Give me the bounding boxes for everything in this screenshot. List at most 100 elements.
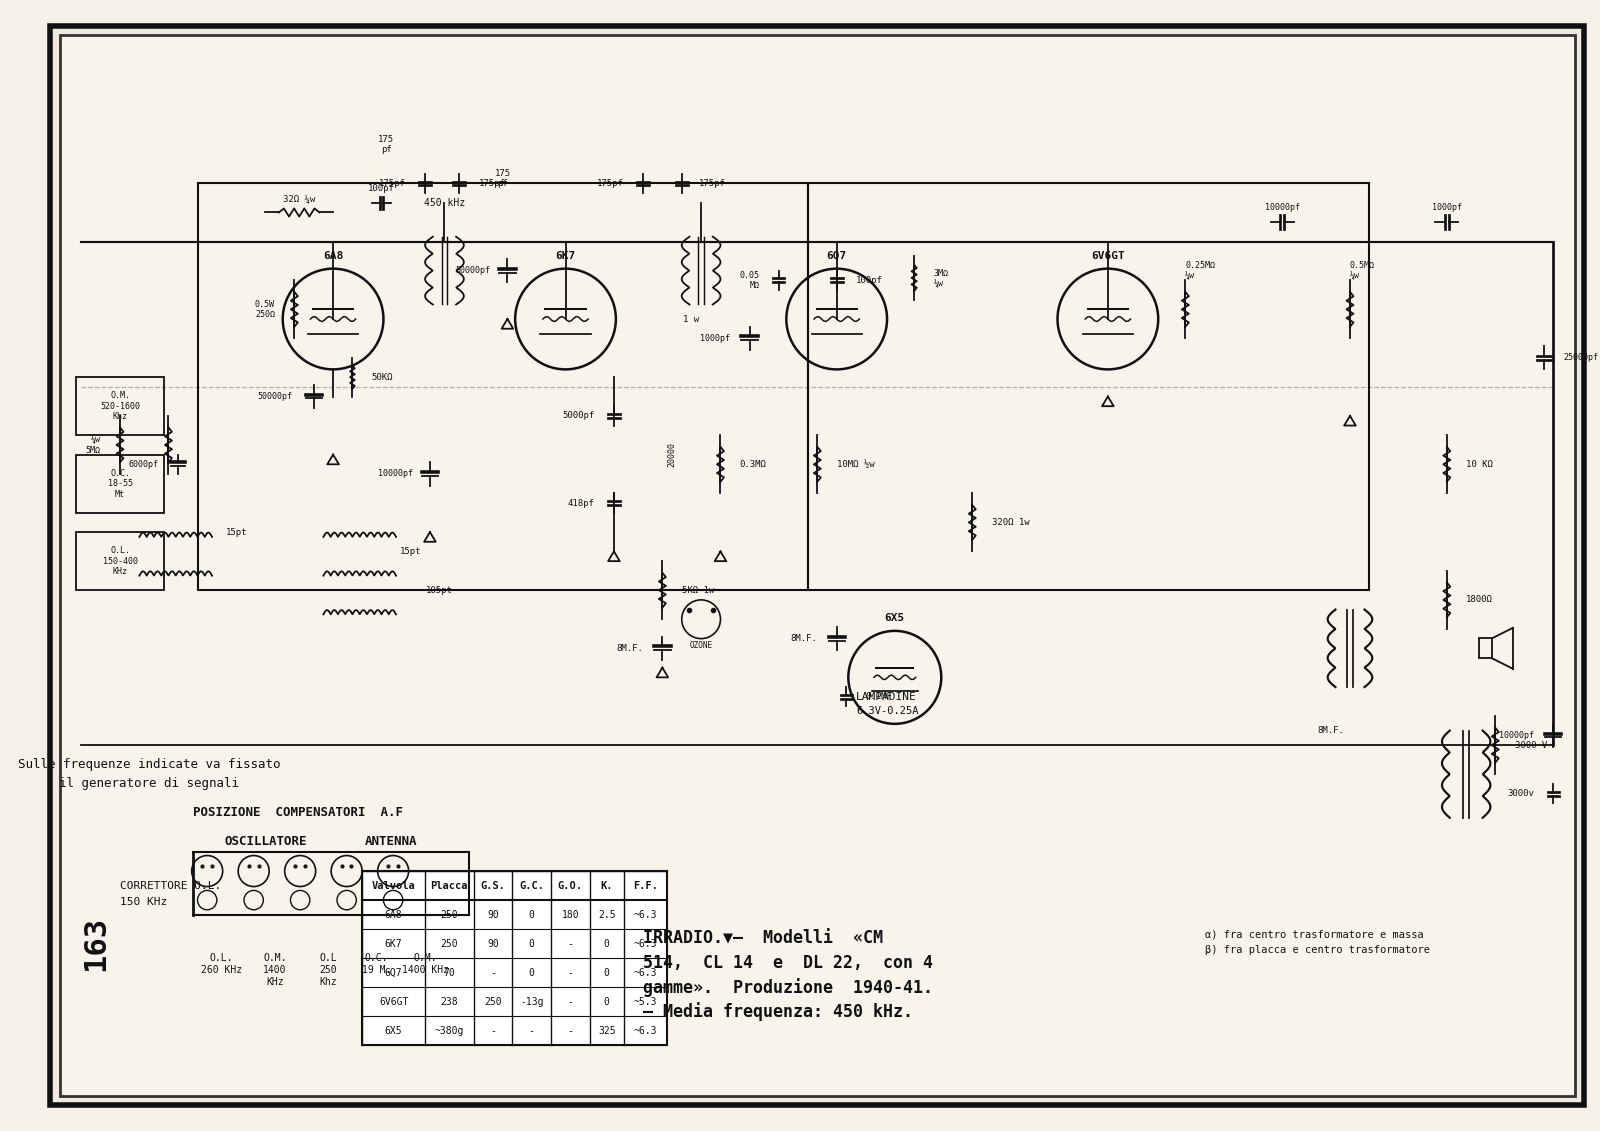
Text: ~380g: ~380g [435, 1026, 464, 1036]
Text: 250: 250 [440, 939, 458, 949]
Text: IRRADIO.▼—  Modelli  «CM: IRRADIO.▼— Modelli «CM [643, 930, 883, 948]
Text: 15pt: 15pt [400, 547, 421, 556]
Text: -: - [568, 1026, 573, 1036]
Text: 6000pf: 6000pf [128, 460, 158, 468]
Text: 105pt: 105pt [426, 586, 453, 595]
Text: 3000v: 3000v [1507, 789, 1534, 798]
Text: 6Q7: 6Q7 [386, 968, 403, 977]
Text: 6A8: 6A8 [323, 251, 344, 261]
Text: ~6.3: ~6.3 [634, 939, 658, 949]
Text: 6.3V-0.25A: 6.3V-0.25A [856, 706, 918, 716]
Text: LAMPADINE: LAMPADINE [856, 692, 917, 701]
Text: 0: 0 [528, 968, 534, 977]
Text: ANTENNA: ANTENNA [365, 836, 418, 848]
Text: 1 w: 1 w [683, 314, 699, 323]
Text: 10000pf: 10000pf [378, 469, 413, 478]
Bar [77, 377, 163, 435]
Text: O.M.
520-1600
Khz: O.M. 520-1600 Khz [101, 391, 141, 421]
Text: 8M.F.: 8M.F. [790, 634, 818, 644]
Text: 0.3MΩ: 0.3MΩ [739, 460, 766, 468]
Text: G.S.: G.S. [480, 881, 506, 890]
Text: 6X5: 6X5 [386, 1026, 403, 1036]
Text: 6K7: 6K7 [386, 939, 403, 949]
Text: 100pf: 100pf [856, 276, 883, 285]
Text: O.L.
260 KHz: O.L. 260 KHz [202, 953, 242, 975]
Text: 418pf: 418pf [568, 499, 595, 508]
Text: -: - [528, 1026, 534, 1036]
Text: 238: 238 [440, 996, 458, 1007]
Text: O.C.
19 M.: O.C. 19 M. [362, 953, 392, 975]
Text: 250: 250 [440, 909, 458, 920]
Text: ~6.3: ~6.3 [634, 968, 658, 977]
Text: 10000pf: 10000pf [1264, 204, 1299, 213]
Text: 0: 0 [603, 968, 610, 977]
Text: -13g: -13g [520, 996, 544, 1007]
Text: 163: 163 [82, 916, 110, 972]
Text: 320Ω 1w: 320Ω 1w [992, 518, 1029, 527]
Text: 70: 70 [443, 968, 454, 977]
Text: Valvola: Valvola [371, 881, 416, 890]
Text: 325: 325 [598, 1026, 616, 1036]
Text: 0: 0 [528, 909, 534, 920]
Text: 1000pf: 1000pf [701, 334, 730, 343]
Text: 100pf: 100pf [368, 184, 395, 193]
Text: 175
pf: 175 pf [494, 169, 510, 188]
Text: 8M.F.: 8M.F. [616, 644, 643, 653]
Text: 250: 250 [485, 996, 502, 1007]
Text: 175
pf: 175 pf [378, 135, 395, 155]
Text: 0: 0 [603, 939, 610, 949]
Text: 6K7: 6K7 [555, 251, 576, 261]
Text: 5KΩ 1w: 5KΩ 1w [682, 586, 714, 595]
Bar [77, 455, 163, 512]
Text: β) fra placca e centro trasformatore: β) fra placca e centro trasformatore [1205, 946, 1430, 956]
Text: gamme».  Produzione  1940-41.: gamme». Produzione 1940-41. [643, 978, 933, 996]
Text: O.M.
1400 KHz: O.M. 1400 KHz [402, 953, 448, 975]
Text: 0.5MΩ
¼w: 0.5MΩ ¼w [1350, 261, 1374, 280]
Text: α) fra centro trasformatore e massa: α) fra centro trasformatore e massa [1205, 929, 1424, 939]
Text: 1800Ω: 1800Ω [1466, 595, 1493, 604]
Text: 175pf: 175pf [478, 179, 506, 188]
Text: 450 kHz: 450 kHz [424, 198, 466, 208]
Text: 1000pf: 1000pf [1432, 204, 1462, 213]
Text: 514,  CL 14  e  DL 22,  con 4: 514, CL 14 e DL 22, con 4 [643, 955, 933, 972]
Text: POSIZIONE  COMPENSATORI  A.F: POSIZIONE COMPENSATORI A.F [192, 806, 403, 820]
Text: O.C.
18-55
Mt: O.C. 18-55 Mt [107, 468, 133, 499]
Text: 3000 V: 3000 V [1515, 741, 1547, 750]
Text: Sulle frequenze indicate va fissato: Sulle frequenze indicate va fissato [18, 758, 280, 771]
Text: G.O.: G.O. [558, 881, 582, 890]
Text: 180: 180 [562, 909, 579, 920]
Text: 5000pf: 5000pf [562, 412, 595, 421]
Text: 6V6GT: 6V6GT [1091, 251, 1125, 261]
Text: 3MΩ
¼w: 3MΩ ¼w [933, 269, 949, 288]
Text: -: - [568, 939, 573, 949]
Text: O.L
250
Khz: O.L 250 Khz [320, 953, 338, 986]
Text: 2.5: 2.5 [598, 909, 616, 920]
Text: -: - [568, 996, 573, 1007]
Text: 25000pf: 25000pf [1563, 353, 1598, 362]
Text: 175pf: 175pf [379, 179, 406, 188]
Text: 50KΩ: 50KΩ [371, 372, 394, 381]
Text: 90: 90 [486, 909, 499, 920]
Text: ~5.3: ~5.3 [634, 996, 658, 1007]
Text: 0.1MF: 0.1MF [866, 692, 893, 701]
Text: -: - [490, 968, 496, 977]
Text: F.F.: F.F. [634, 881, 658, 890]
Text: -: - [490, 1026, 496, 1036]
Bar [808, 183, 1370, 590]
Text: G.C.: G.C. [518, 881, 544, 890]
Text: 0.25MΩ
¼w: 0.25MΩ ¼w [1186, 261, 1216, 280]
Text: 10000pf: 10000pf [1499, 731, 1534, 740]
Text: 150 KHz: 150 KHz [120, 897, 168, 907]
Text: OSCILLATORE: OSCILLATORE [224, 836, 307, 848]
Text: OZONE: OZONE [690, 640, 712, 649]
Text: 6Q7: 6Q7 [827, 251, 846, 261]
Text: 6X5: 6X5 [885, 613, 906, 623]
Bar [1478, 638, 1493, 658]
Text: 6V6GT: 6V6GT [379, 996, 408, 1007]
Bar [197, 183, 808, 590]
Text: 20000: 20000 [667, 442, 677, 467]
Text: 10 KΩ: 10 KΩ [1466, 460, 1493, 468]
Text: 175pf: 175pf [699, 179, 726, 188]
Text: 50000pf: 50000pf [258, 392, 293, 402]
Text: K.: K. [600, 881, 613, 890]
